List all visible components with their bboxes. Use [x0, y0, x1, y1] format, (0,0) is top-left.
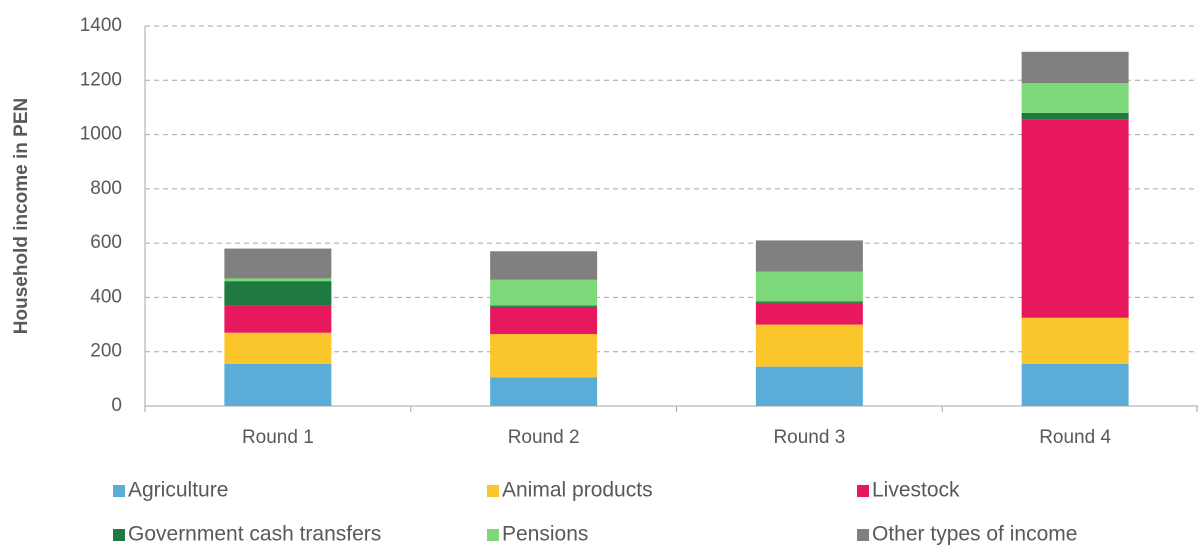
legend-swatch	[113, 529, 125, 541]
bar-segment	[1021, 51, 1129, 83]
bar-segment	[224, 281, 332, 306]
bar-segment	[755, 302, 863, 325]
bar-segment	[755, 240, 863, 272]
y-tick-label: 1000	[80, 124, 122, 145]
x-tick-label: Round 2	[508, 427, 580, 448]
bar-segment	[755, 271, 863, 302]
y-tick-label: 800	[90, 178, 122, 199]
bar-segment	[224, 248, 332, 279]
x-tick-label: Round 4	[1039, 427, 1111, 448]
legend-label: Pensions	[502, 523, 588, 546]
y-tick-label: 1200	[80, 69, 122, 90]
legend-label: Other types of income	[872, 523, 1077, 546]
legend-label: Livestock	[872, 479, 960, 502]
y-tick-label: 400	[90, 286, 122, 307]
bar-segment	[224, 278, 332, 282]
y-tick-label: 200	[90, 341, 122, 362]
bar-segment	[755, 324, 863, 367]
bar-segment	[1021, 363, 1129, 406]
bar-segment	[224, 305, 332, 333]
legend-swatch	[113, 485, 125, 497]
bar-segment	[490, 334, 598, 378]
bar-segment	[490, 377, 598, 406]
bar-segment	[224, 363, 332, 406]
legend-label: Agriculture	[128, 479, 228, 502]
legend-label: Animal products	[502, 479, 653, 502]
legend-swatch	[857, 529, 869, 541]
bar-segment	[224, 332, 332, 364]
bar-segment	[1021, 83, 1129, 113]
bar-segment	[1021, 119, 1129, 318]
bar-segment	[755, 366, 863, 406]
bar-segment	[490, 305, 598, 307]
y-axis-label: Household income in PEN	[11, 98, 32, 334]
x-tick-label: Round 3	[773, 427, 845, 448]
legend-swatch	[487, 485, 499, 497]
bar-segment	[1021, 317, 1129, 364]
bar-segment	[490, 306, 598, 335]
bar-segment	[490, 279, 598, 306]
legend-swatch	[857, 485, 869, 497]
bar-segment	[1021, 112, 1129, 120]
y-tick-label: 0	[111, 395, 122, 416]
bar-segment	[490, 251, 598, 280]
legend-label: Government cash transfers	[128, 523, 381, 546]
y-tick-label: 1400	[80, 15, 122, 36]
y-tick-label: 600	[90, 232, 122, 253]
legend-swatch	[487, 529, 499, 541]
x-tick-label: Round 1	[242, 427, 314, 448]
bar-segment	[755, 301, 863, 303]
